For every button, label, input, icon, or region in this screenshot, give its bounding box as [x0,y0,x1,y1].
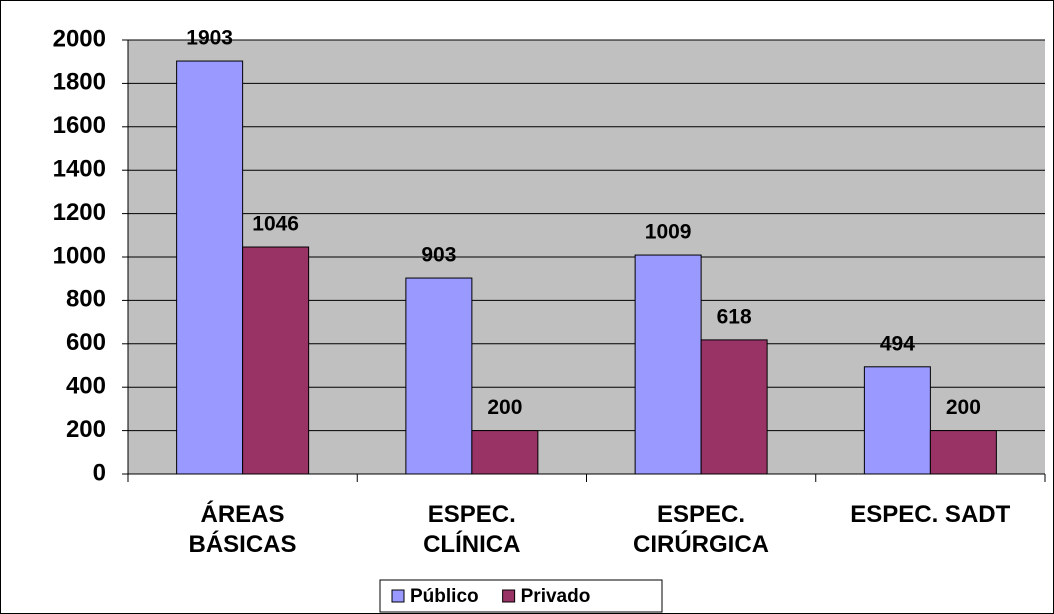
bar [242,246,310,475]
y-tick-label: 600 [66,329,106,356]
legend-swatch [391,589,405,603]
y-tick-label: 800 [66,286,106,313]
y-tick-label: 1200 [53,199,106,226]
bar [863,366,931,475]
y-tick-label: 200 [66,416,106,443]
y-tick-label: 1400 [53,156,106,183]
data-label: 494 [880,332,915,355]
data-label: 618 [717,305,752,328]
y-tick-label: 1600 [53,112,106,139]
x-tick-label: ESPEC. CLÍNICA [423,501,521,558]
data-label: 200 [946,396,981,419]
data-label: 1009 [645,221,692,244]
data-label: 903 [421,244,456,267]
y-tick-label: 2000 [53,25,106,52]
legend: Público Privado [379,579,663,613]
y-tick-label: 400 [66,373,106,400]
bar [929,430,997,475]
y-tick-label: 1000 [53,242,106,269]
data-label: 1903 [186,27,233,50]
bar [471,430,539,475]
y-tick-label: 0 [93,459,106,486]
x-tick-label: ÁREAS BÁSICAS [188,501,297,558]
legend-swatch [502,589,516,603]
x-tick-label: ESPEC. CIRÚRGICA [633,501,769,558]
y-tick-label: 1800 [53,69,106,96]
legend-label: Público [410,586,479,607]
bar [176,60,244,475]
x-tick-label: ESPEC. SADT [850,501,1011,528]
bar [405,277,473,475]
bar [634,254,702,475]
data-label: 1046 [252,213,299,236]
legend-box [379,579,663,613]
data-label: 200 [487,396,522,419]
bar [700,339,768,475]
legend-label: Privado [521,586,591,607]
